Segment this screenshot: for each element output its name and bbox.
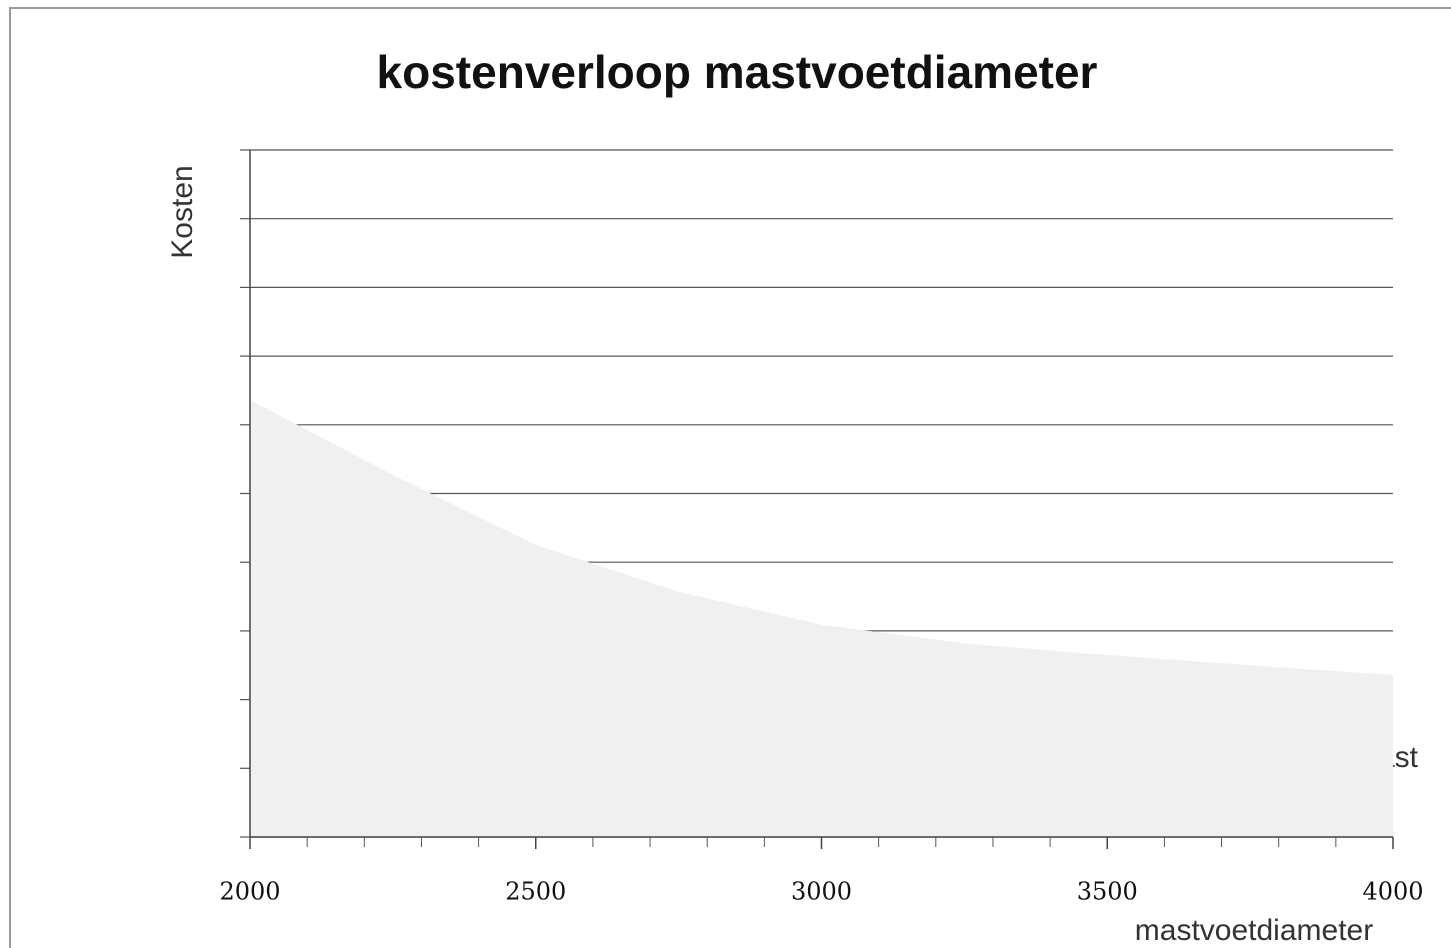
y-axis-label: Kosten (166, 165, 199, 258)
x-tick-label: 2000 (219, 878, 280, 906)
area (250, 400, 1393, 837)
frame (9, 7, 1451, 948)
x-tick-label: 3000 (791, 878, 852, 906)
chart-title: kostenverloop mastvoetdiameter (377, 46, 1098, 98)
x-axis-label: mastvoetdiameter (1135, 914, 1373, 947)
x-tick-label: 3500 (1077, 878, 1138, 906)
x-tick-label: 4000 (1362, 878, 1423, 906)
x-tick-label: 2500 (505, 878, 566, 906)
